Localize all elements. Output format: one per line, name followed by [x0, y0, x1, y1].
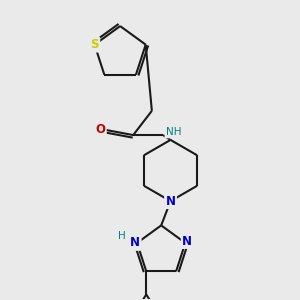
Text: N: N: [166, 195, 176, 208]
Text: S: S: [90, 38, 99, 51]
Text: N: N: [130, 236, 140, 249]
Text: N: N: [182, 235, 192, 248]
Text: NH: NH: [166, 127, 181, 137]
Text: O: O: [95, 123, 105, 136]
Text: H: H: [118, 231, 125, 241]
